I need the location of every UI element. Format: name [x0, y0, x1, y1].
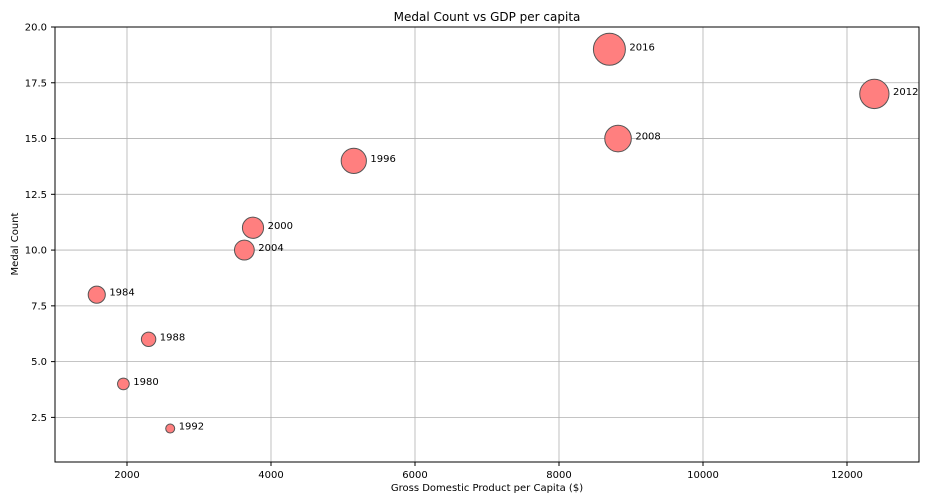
point-label: 2000: [268, 221, 293, 232]
data-points: [87, 32, 890, 434]
x-tick-label: 12000: [831, 470, 863, 481]
y-tick-label: 12.5: [25, 190, 47, 201]
point-labels: 1980 1984 1988 1992 1996 2000 2004 2008 2012 2016: [109, 42, 918, 432]
scatter-point: [604, 124, 632, 153]
point-label: 2008: [635, 132, 660, 143]
scatter-point: [592, 32, 626, 66]
point-label: 1980: [133, 377, 158, 388]
x-tick-label: 4000: [258, 470, 283, 481]
scatter-point: [87, 285, 106, 304]
y-tick-label: 2.5: [31, 413, 47, 424]
scatter-point: [859, 78, 890, 110]
y-tick-label: 5.0: [31, 357, 47, 368]
x-tick-label: 8000: [546, 470, 571, 481]
y-tick-label: 10.0: [25, 246, 47, 257]
scatter-point: [241, 216, 265, 239]
x-tick-label: 6000: [402, 470, 427, 481]
x-axis-ticks: 2000 4000 6000 8000 10000 12000: [114, 462, 863, 481]
grid-lines: [55, 26, 919, 462]
y-tick-label: 20.0: [25, 23, 47, 34]
point-label: 2016: [629, 42, 654, 53]
scatter-point: [165, 423, 176, 434]
point-label: 2004: [258, 243, 283, 254]
y-tick-label: 15.0: [25, 134, 47, 145]
point-label: 1988: [160, 332, 185, 343]
scatter-point: [140, 331, 157, 348]
y-tick-label: 17.5: [25, 78, 47, 89]
point-label: 1984: [109, 288, 134, 299]
x-tick-label: 10000: [687, 470, 719, 481]
y-axis-ticks: 2.5 5.0 7.5 10.0 12.5 15.0 17.5 20.0: [25, 23, 55, 424]
point-label: 1992: [179, 422, 204, 433]
scatter-point: [340, 147, 367, 174]
plot-area: [54, 26, 920, 463]
x-axis-title: Gross Domestic Product per Capita ($): [391, 483, 583, 494]
point-label: 1996: [370, 154, 395, 165]
chart-title: Medal Count vs GDP per capita: [394, 10, 581, 24]
y-tick-label: 7.5: [31, 301, 47, 312]
point-label: 2012: [893, 87, 918, 98]
scatter-point: [117, 377, 130, 391]
scatter-point: [233, 239, 255, 261]
y-axis-title: Medal Count: [10, 212, 21, 275]
x-tick-label: 2000: [114, 470, 139, 481]
